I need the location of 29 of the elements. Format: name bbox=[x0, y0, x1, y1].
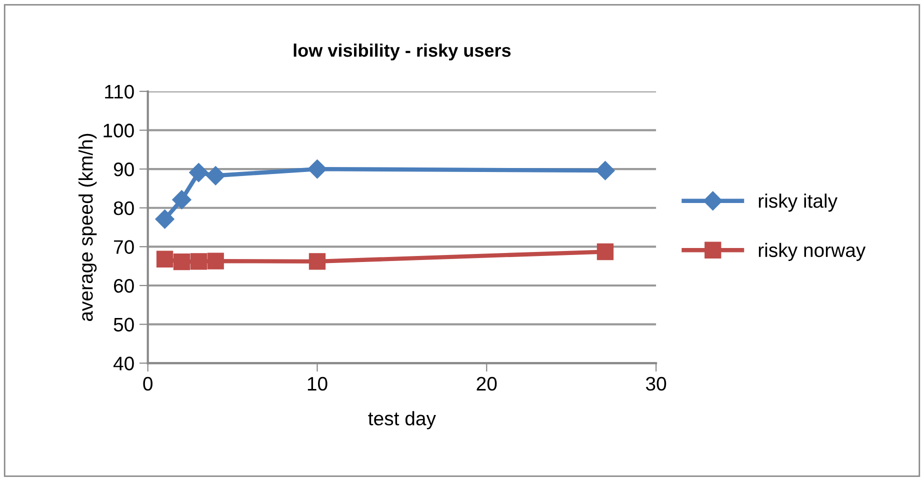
point bbox=[155, 210, 174, 229]
y-tick-label: 60 bbox=[114, 278, 134, 293]
y-tick-label: 80 bbox=[114, 201, 134, 216]
x-axis-title: test day bbox=[368, 411, 436, 430]
point bbox=[207, 252, 224, 270]
y-tick-label: 110 bbox=[105, 84, 134, 99]
x-tick-label: 10 bbox=[308, 376, 328, 391]
legend-label: risky norway bbox=[758, 242, 866, 261]
legend-label: risky italy bbox=[758, 194, 838, 212]
y-tick-label: 90 bbox=[114, 162, 134, 176]
point bbox=[308, 253, 326, 270]
y-tick-label: 40 bbox=[113, 356, 134, 370]
x-tick-label: 0 bbox=[143, 376, 152, 391]
y-tick-label: 70 bbox=[114, 240, 134, 254]
y-tick-label: 100 bbox=[104, 124, 134, 138]
point bbox=[190, 253, 207, 270]
chart-title: low visibility - risky users bbox=[294, 44, 511, 60]
y-axis-title: average speed (km/h) bbox=[78, 134, 97, 322]
x-tick-label: 30 bbox=[646, 376, 666, 391]
point bbox=[172, 190, 192, 210]
point bbox=[308, 160, 327, 179]
point bbox=[596, 161, 615, 180]
point bbox=[189, 163, 208, 182]
point bbox=[596, 243, 614, 260]
x-tick-label: 20 bbox=[476, 376, 497, 391]
point bbox=[206, 166, 226, 186]
point bbox=[156, 250, 174, 268]
point bbox=[173, 253, 190, 270]
y-tick-label: 50 bbox=[114, 318, 134, 332]
